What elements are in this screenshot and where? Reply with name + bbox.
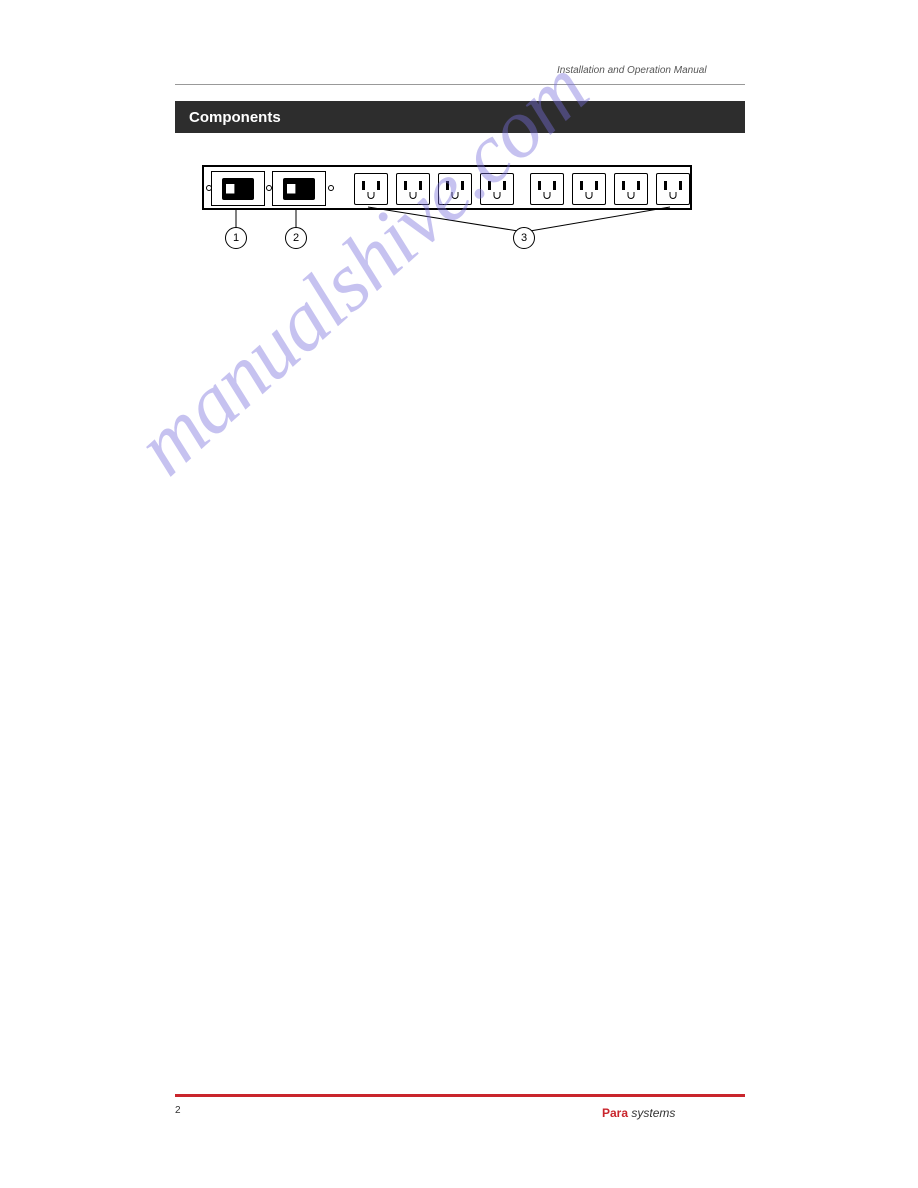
page-header-text: Installation and Operation Manual	[557, 65, 707, 76]
outlet-5	[530, 173, 564, 205]
outlet-3	[438, 173, 472, 205]
screw-hole-icon	[328, 185, 334, 191]
outlet-7	[614, 173, 648, 205]
outlet-4	[480, 173, 514, 205]
outlet-8	[656, 173, 690, 205]
bottom-divider	[175, 1094, 745, 1097]
footer-brand-prefix: Para	[602, 1106, 628, 1120]
section-title: Components	[189, 109, 281, 126]
rear-panel-diagram: 1 2 3	[202, 165, 722, 265]
power-inlet-2	[272, 171, 326, 206]
callout-1: 1	[225, 227, 247, 249]
callout-2-label: 2	[293, 232, 299, 244]
outlet-6	[572, 173, 606, 205]
section-title-bar: Components	[175, 101, 745, 133]
callout-3-label: 3	[521, 232, 527, 244]
document-page: Installation and Operation Manual Compon…	[0, 0, 918, 1188]
device-chassis	[202, 165, 692, 210]
power-inlet-1	[211, 171, 265, 206]
footer-page-number: 2	[175, 1105, 181, 1116]
top-divider	[175, 84, 745, 85]
outlet-2	[396, 173, 430, 205]
footer-brand-rest: systems	[628, 1106, 675, 1120]
outlet-1	[354, 173, 388, 205]
footer-brand: Para systems	[602, 1106, 675, 1120]
callout-1-label: 1	[233, 232, 239, 244]
callout-3: 3	[513, 227, 535, 249]
callout-2: 2	[285, 227, 307, 249]
